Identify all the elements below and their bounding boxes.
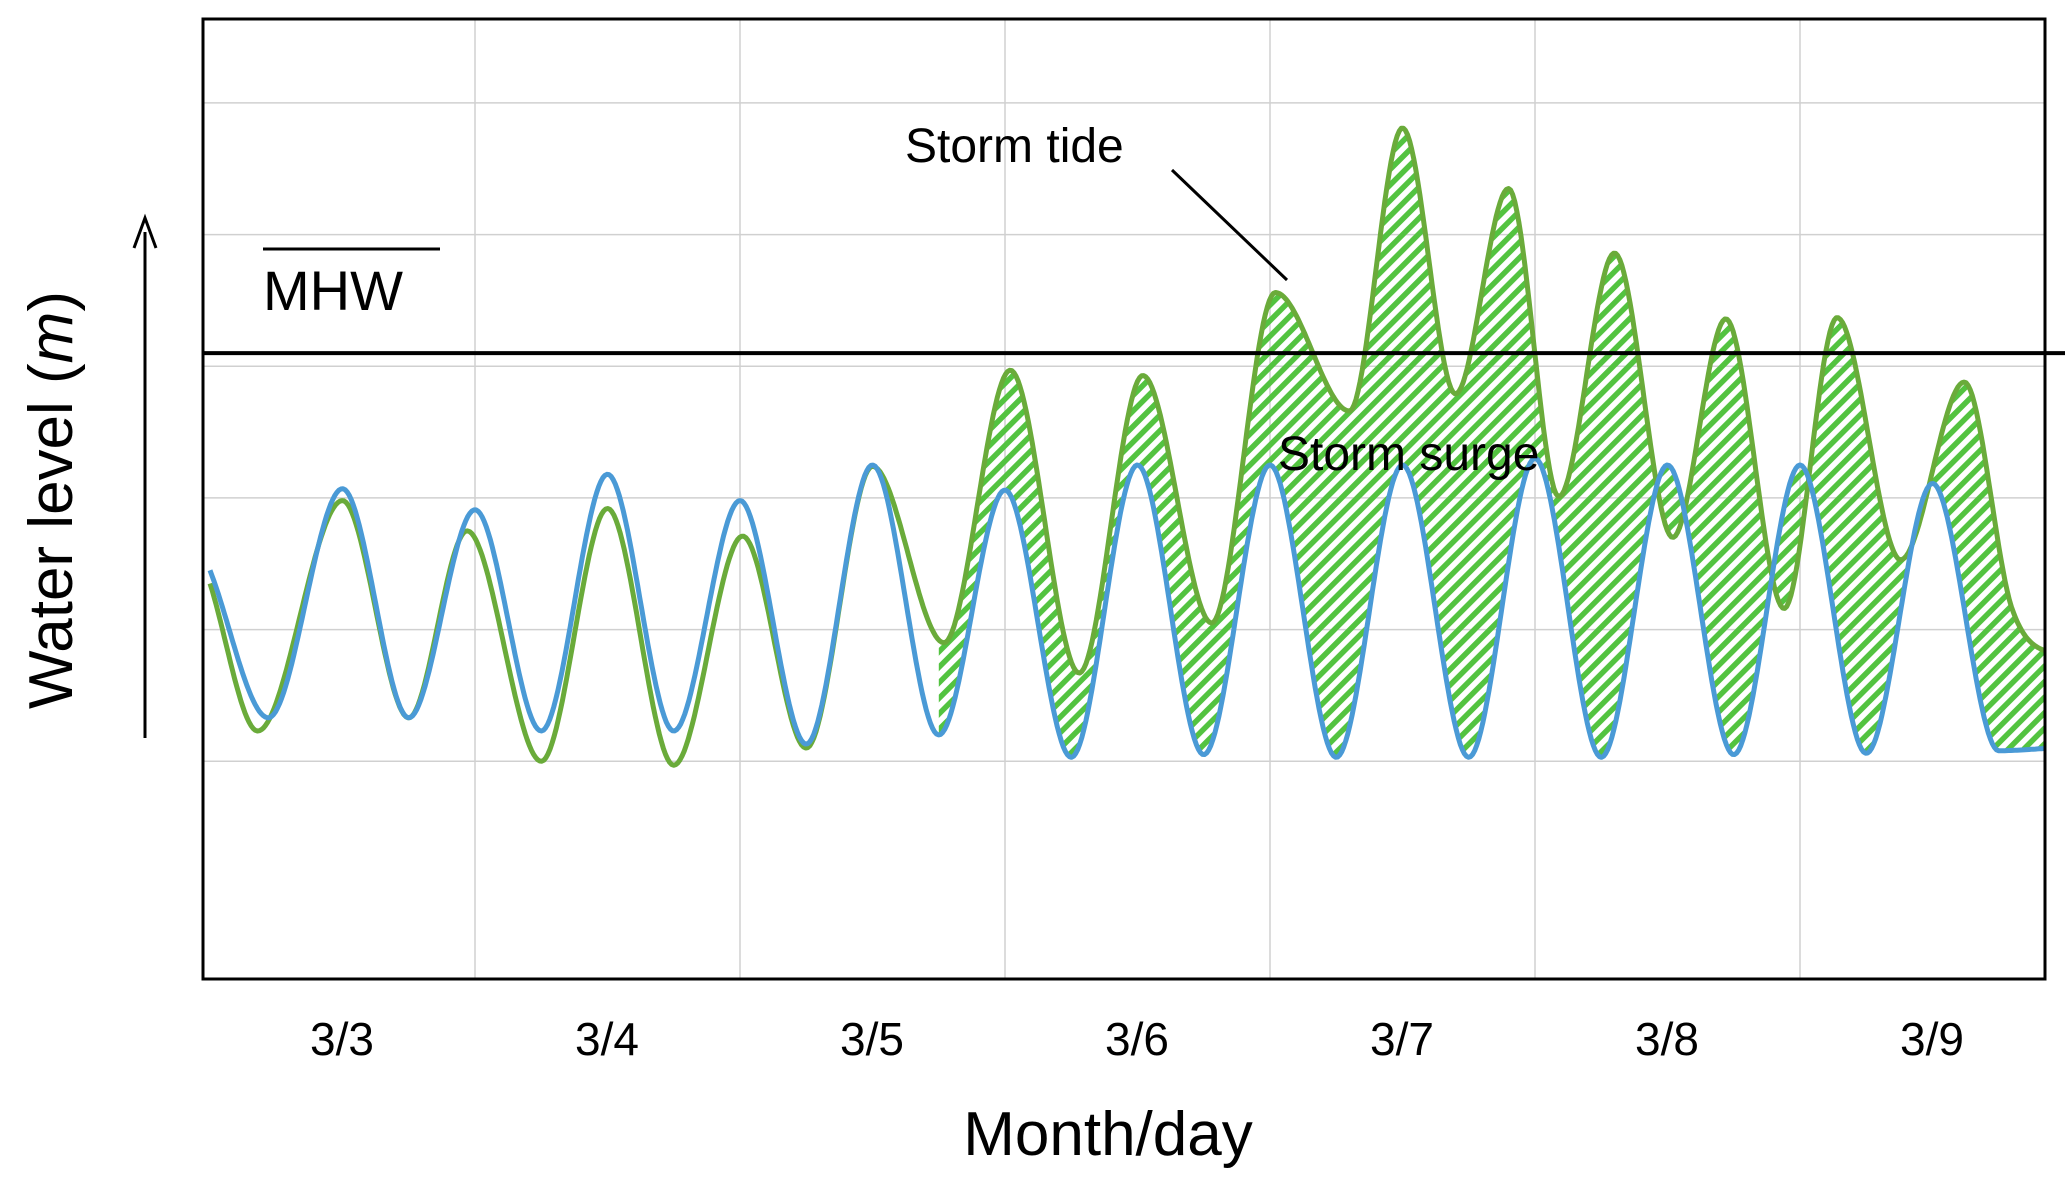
mhw-label: MHW <box>263 259 403 322</box>
series-lines <box>207 125 2045 768</box>
x-axis-label: Month/day <box>963 1100 1253 1169</box>
x-tick-label: 3/4 <box>575 1013 639 1065</box>
y-axis-label-unit: m <box>17 312 86 364</box>
x-tick-labels: 3/3 3/4 3/5 3/6 3/7 3/8 3/9 <box>310 1013 1964 1065</box>
plot-frame <box>201 17 2047 981</box>
x-tick-label: 3/5 <box>840 1013 904 1065</box>
storm-surge-label: Storm surge <box>1278 428 1539 481</box>
storm-tide-label: Storm tide <box>905 120 1124 173</box>
x-tick-label: 3/6 <box>1105 1013 1169 1065</box>
storm-tide-line <box>207 125 2045 768</box>
x-tick-label: 3/7 <box>1370 1013 1434 1065</box>
x-tick-label: 3/8 <box>1635 1013 1699 1065</box>
x-tick-label: 3/3 <box>310 1013 374 1065</box>
y-axis-label-main: Water level ( <box>17 363 86 709</box>
y-axis-arrowhead <box>132 213 158 249</box>
y-axis-label-close: ) <box>17 291 86 312</box>
storm-tide-leader <box>1170 168 1289 282</box>
storm-surge-hatch <box>938 128 2045 758</box>
x-tick-label: 3/9 <box>1900 1013 1964 1065</box>
astronomical-tide-line <box>207 456 2045 760</box>
storm-surge-area <box>938 128 2045 758</box>
y-axis-label: Water level (m) <box>17 291 86 709</box>
